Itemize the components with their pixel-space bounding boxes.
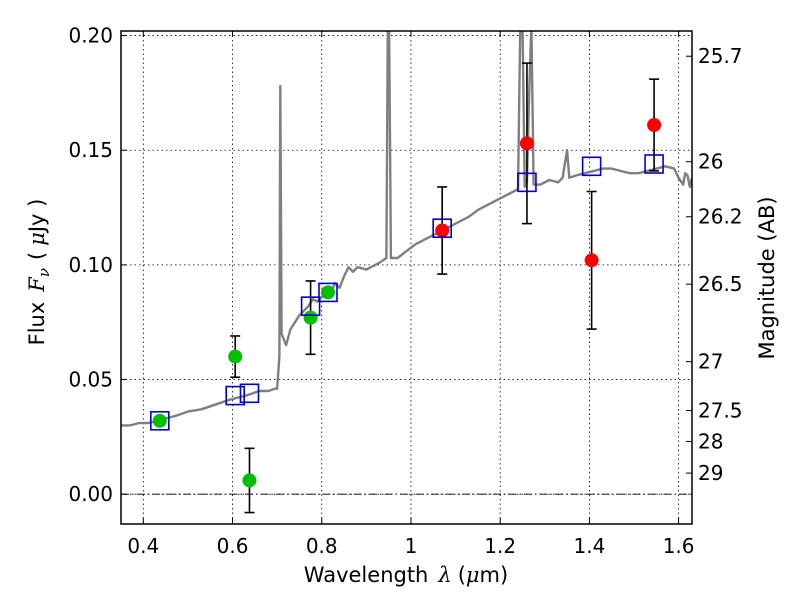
y2-tick-label: 27	[698, 350, 723, 374]
axis-ticks: 0.4 0.6 0.8 1 1.2 1.4 1.6 0.00 0.05 0.10 0.15 0.20 2…	[68, 24, 742, 558]
y-tick-label: 0.15	[68, 138, 113, 162]
plot-area	[121, 31, 692, 514]
x-tick-label: 1.6	[663, 534, 695, 558]
green-point	[242, 473, 257, 488]
y2-tick-label: 27.5	[698, 398, 743, 422]
red-point	[435, 223, 450, 238]
y2-axis-title: Magnitude (AB)	[755, 196, 779, 359]
model-square	[318, 282, 338, 303]
green-point	[228, 349, 243, 364]
red-point	[519, 136, 534, 151]
grid	[121, 31, 692, 524]
x-tick-label: 0.4	[127, 534, 159, 558]
model-square	[517, 172, 537, 193]
y-axis-title: FluxFν(μJy )	[25, 199, 53, 346]
model-square	[150, 411, 170, 431]
y2-tick-label: 26.2	[698, 205, 743, 229]
x-tick-label: 1	[405, 534, 418, 558]
red-point	[584, 253, 599, 268]
model-square	[300, 296, 321, 316]
spectrum-line	[121, 31, 692, 427]
y-tick-label: 0.05	[68, 368, 113, 392]
y-tick-label: 0.00	[68, 482, 113, 506]
plot-frame	[120, 30, 693, 525]
green-point	[303, 310, 318, 325]
y2-tick-label: 29	[698, 461, 723, 485]
model-square	[644, 154, 664, 174]
model-square	[581, 156, 602, 177]
y2-tick-label: 28	[698, 429, 723, 453]
green-point	[152, 413, 167, 428]
x-tick-label: 0.8	[306, 534, 338, 558]
x-tick-label: 1.2	[484, 534, 516, 558]
y-tick-label: 0.20	[68, 24, 113, 48]
y2-tick-label: 26.5	[698, 272, 743, 296]
green-point	[320, 285, 335, 300]
x-tick-label: 1.4	[573, 534, 605, 558]
red-point	[647, 118, 662, 133]
y2-tick-label: 25.7	[698, 44, 743, 68]
y-tick-label: 0.10	[68, 253, 113, 277]
x-axis-title: Wavelength λ (μm)	[304, 563, 508, 587]
x-tick-label: 0.6	[217, 534, 249, 558]
model-square	[225, 385, 245, 406]
y2-tick-label: 26	[698, 150, 723, 174]
model-square	[432, 218, 452, 238]
model-square	[239, 383, 260, 404]
